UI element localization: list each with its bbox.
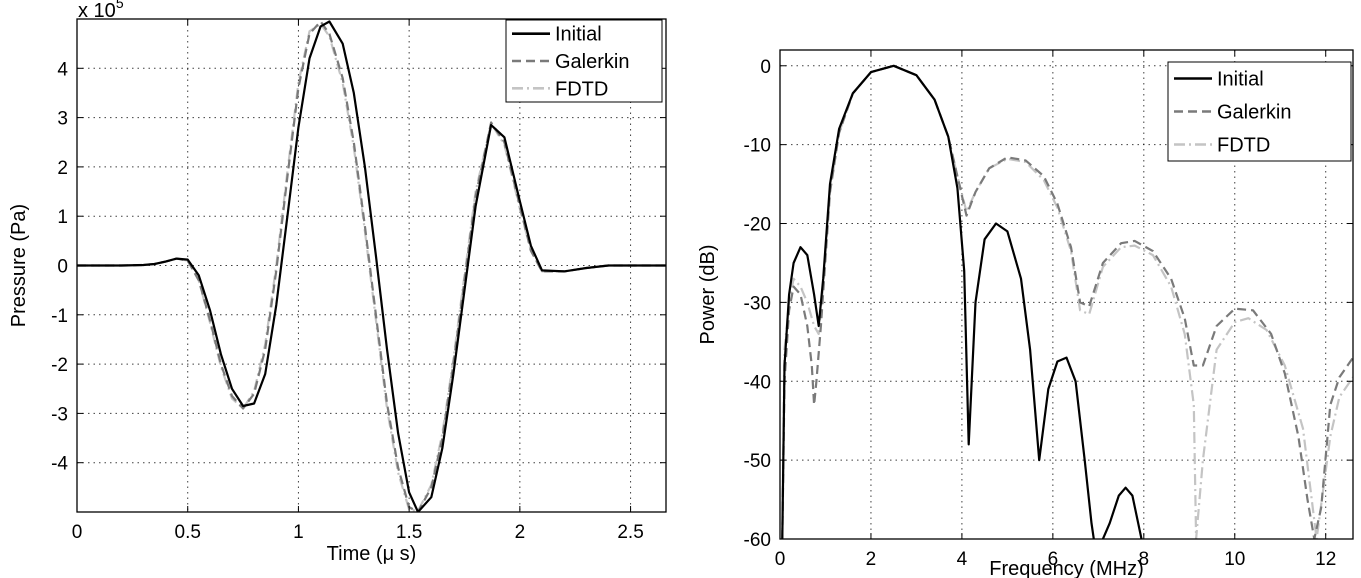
x-tick-label: 0.5: [175, 522, 201, 543]
plot-frame: [779, 49, 1354, 540]
x-axis-label: Frequency (MHz): [989, 558, 1143, 578]
pressure-time-chart: 0 0.5 1 1.5 2 2.5 -4 -3 -2 -1 0 1 2 3 4 x 105 Time (μ …: [8, 0, 667, 565]
x-tick-label: 0: [72, 522, 83, 543]
y-tick-label: -60: [744, 530, 771, 551]
y-tick-label: 0: [760, 57, 771, 78]
y-tick-label: -2: [51, 355, 68, 376]
y-tick-label: -4: [51, 454, 68, 475]
series-line-fdtd: [781, 64, 1353, 539]
series-group: [77, 20, 666, 512]
x-tick-label: 8: [1139, 549, 1150, 570]
y-tick-label: 4: [57, 59, 68, 80]
x-tick-label: 2: [515, 522, 526, 543]
x-axis-label: Time (μ s): [327, 543, 417, 565]
x-tick-label: 1.5: [396, 522, 422, 543]
power-frequency-chart: 0 2 4 6 8 10 12 -60 -50 -40 -30 -20 -10 0 Frequency (…: [697, 49, 1354, 578]
y-axis-label: Pressure (Pa): [8, 204, 30, 327]
y-tick-label: -40: [744, 372, 771, 393]
y-axis-label: Power (dB): [697, 244, 719, 344]
x-tick-label: 6: [1048, 549, 1059, 570]
x-tick-label: 1: [293, 522, 304, 543]
series-group: [781, 64, 1353, 539]
series-line-galerkin: [781, 64, 1353, 539]
legend-label-fdtd: FDTD: [1217, 135, 1270, 157]
x-tick-label: 12: [1315, 549, 1336, 570]
y-tick-label: 0: [57, 257, 68, 278]
x-tick-label: 2: [866, 549, 877, 570]
y-tick-label: 2: [57, 158, 68, 179]
y-multiplier-label: x 105: [78, 0, 124, 22]
legend-label-initial: Initial: [1217, 69, 1264, 91]
x-tick-label: 0: [775, 549, 786, 570]
x-tick-label: 10: [1224, 549, 1245, 570]
tick-group: 0 2 4 6 8 10 12 -60 -50 -40 -30 -20 -10 0: [744, 50, 1353, 570]
y-tick-label: -20: [744, 215, 771, 236]
y-tick-label: 3: [57, 109, 68, 130]
legend: Initial Galerkin FDTD: [505, 19, 663, 103]
y-tick-label: -1: [51, 306, 68, 327]
y-tick-label: 1: [57, 207, 68, 228]
legend-label-galerkin: Galerkin: [555, 51, 629, 73]
x-tick-label: 4: [957, 549, 968, 570]
grid: [780, 50, 1353, 539]
y-tick-label: -10: [744, 136, 771, 157]
y-tick-label: -3: [51, 404, 68, 425]
legend-label-initial: Initial: [555, 24, 602, 46]
legend: Initial Galerkin FDTD: [1167, 61, 1352, 162]
x-tick-label: 2.5: [617, 522, 643, 543]
y-tick-label: -30: [744, 293, 771, 314]
legend-label-fdtd: FDTD: [555, 78, 608, 100]
series-line-initial: [77, 20, 666, 512]
y-tick-label: -50: [744, 451, 771, 472]
series-line-initial: [781, 64, 1143, 539]
legend-label-galerkin: Galerkin: [1217, 102, 1291, 124]
